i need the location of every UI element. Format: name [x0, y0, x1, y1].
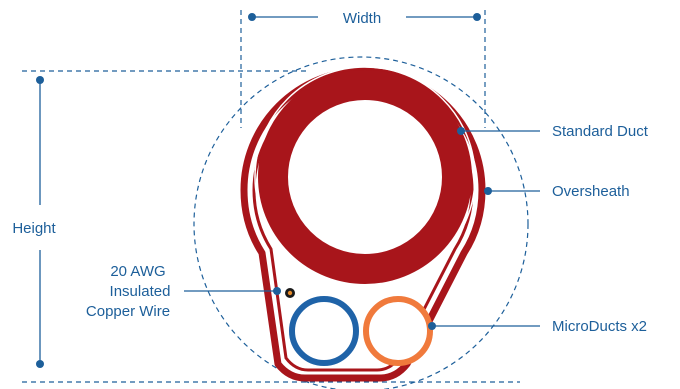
microducts-callout: MicroDucts x2 [428, 318, 647, 335]
microducts-label: MicroDucts x2 [552, 318, 647, 335]
copper-wire-callout: 20 AWG Insulated Copper Wire [86, 263, 281, 320]
copper-wire-core [287, 290, 293, 296]
oversheath-label: Oversheath [552, 183, 630, 200]
standard-duct [258, 70, 472, 284]
copper-wire-label-line3: Copper Wire [86, 303, 170, 320]
copper-wire-label-line2: Insulated [110, 283, 171, 300]
oversheath [240, 67, 486, 382]
height-dimension: Height [12, 76, 57, 368]
width-label: Width [343, 10, 381, 27]
oversheath-callout: Oversheath [484, 183, 630, 200]
width-dimension: Width [248, 10, 481, 27]
standard-duct-thin-ring [254, 66, 476, 288]
microduct-blue [289, 296, 359, 366]
standard-duct-label: Standard Duct [552, 123, 649, 140]
overall-diameter-dashed-circle [193, 56, 529, 389]
height-label: Height [12, 220, 56, 237]
microduct-orange [363, 296, 433, 366]
copper-wire-label-line1: 20 AWG [110, 263, 165, 280]
standard-duct-callout: Standard Duct [457, 123, 649, 140]
